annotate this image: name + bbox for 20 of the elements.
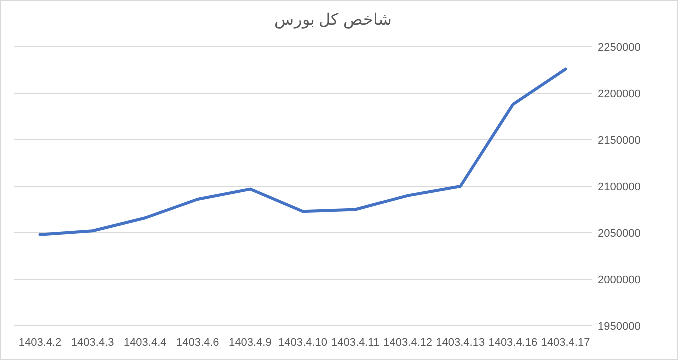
x-tick-label: 1403.4.3 [71, 337, 114, 349]
x-tick-label: 1403.4.10 [278, 337, 328, 349]
x-tick-label: 1403.4.11 [331, 337, 380, 349]
chart-title: شاخص کل بورس [274, 12, 392, 29]
y-tick-label: 2150000 [598, 135, 641, 147]
x-tick-label: 1403.4.2 [18, 337, 62, 349]
x-tick-label: 1403.4.9 [229, 337, 272, 349]
x-tick-label: 1403.4.12 [384, 337, 433, 349]
x-tick-label: 1403.4.13 [436, 337, 486, 349]
x-tick-label: 1403.4.6 [176, 337, 220, 349]
x-tick-label: 1403.4.4 [124, 337, 167, 349]
x-tick-label: 1403.4.16 [488, 337, 538, 349]
x-tick-label: 1403.4.17 [541, 337, 590, 349]
y-tick-label: 2050000 [598, 228, 641, 240]
line-series [38, 68, 568, 236]
y-tick-label: 2200000 [598, 88, 641, 100]
y-tick-label: 2000000 [598, 274, 641, 286]
y-tick-label: 1950000 [598, 321, 641, 333]
y-tick-label: 2100000 [598, 182, 641, 194]
y-tick-label: 2250000 [598, 42, 641, 54]
